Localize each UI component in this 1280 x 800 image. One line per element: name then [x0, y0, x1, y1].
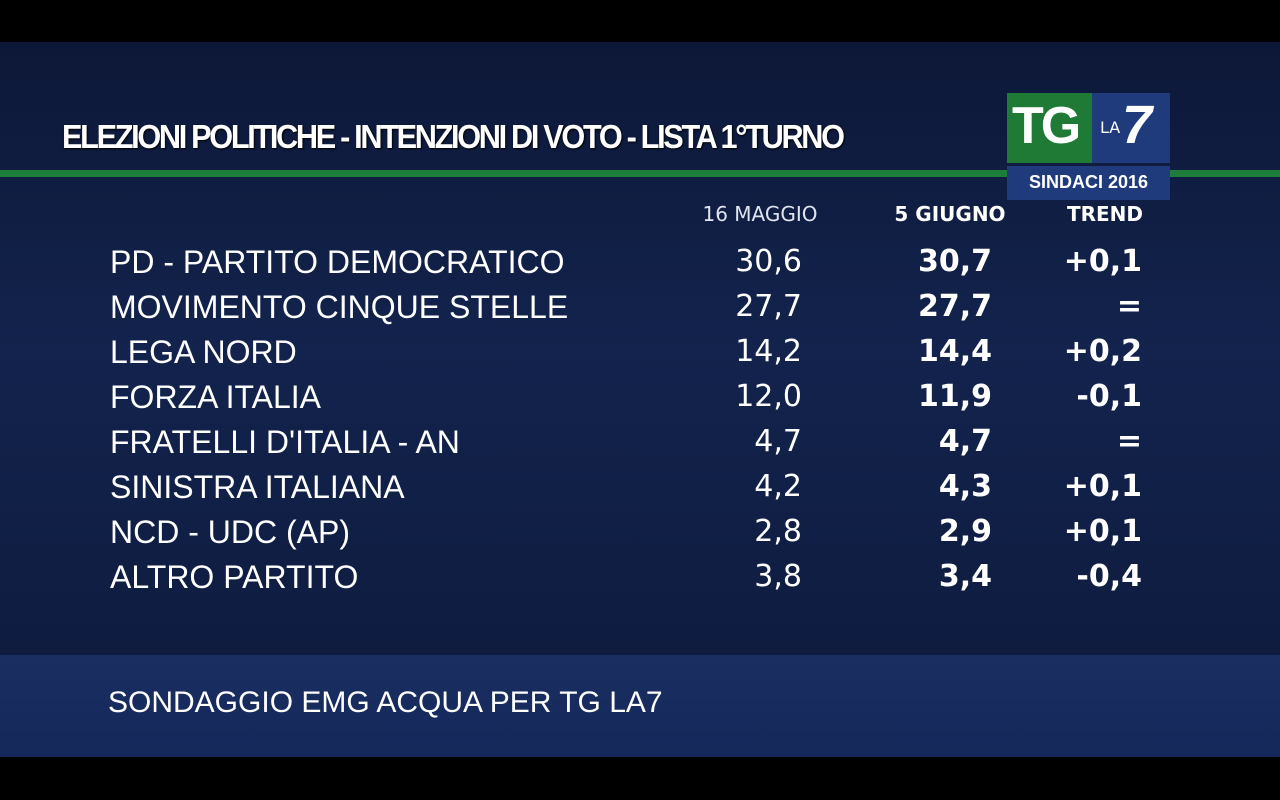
party-name: FRATELLI D'ITALIA - AN	[110, 424, 460, 460]
value-may: 4,2	[754, 469, 802, 504]
value-may: 3,8	[754, 559, 802, 594]
value-may: 2,8	[754, 514, 802, 549]
logo-green	[1007, 93, 1092, 163]
party-name: LEGA NORD	[110, 334, 297, 370]
value-may: 30,6	[735, 244, 802, 279]
party-name: MOVIMENTO CINQUE STELLE	[110, 289, 569, 325]
logo-seven: 7	[1122, 95, 1153, 155]
logo-tag: SINDACI 2016	[1028, 172, 1149, 192]
value-june: 30,7	[917, 244, 992, 279]
value-may: 27,7	[735, 289, 802, 324]
trend: =	[1116, 424, 1142, 459]
logo-tag-box	[1007, 166, 1170, 200]
party-name: FORZA ITALIA	[110, 379, 321, 415]
green-rule	[0, 170, 1280, 177]
title: ELEZIONI POLITICHE - INTENZIONI DI VOTO …	[62, 118, 845, 155]
party-name: SINISTRA ITALIANA	[110, 469, 405, 505]
value-june: 14,4	[917, 334, 992, 369]
footer-band	[0, 655, 1280, 757]
party-name: NCD - UDC (AP)	[110, 514, 350, 550]
trend: -0,4	[1076, 559, 1142, 594]
trend: +0,1	[1063, 469, 1142, 504]
trend: +0,1	[1063, 514, 1142, 549]
footer-source: SONDAGGIO EMG ACQUA PER TG LA7	[108, 686, 663, 719]
value-june: 3,4	[938, 559, 992, 594]
trend: =	[1116, 289, 1142, 324]
trend: +0,2	[1063, 334, 1142, 369]
trend: -0,1	[1076, 379, 1142, 414]
value-may: 12,0	[735, 379, 802, 414]
logo-tg: TG	[1012, 97, 1081, 155]
logo-blue	[1092, 93, 1170, 163]
value-june: 4,7	[938, 424, 992, 459]
value-june: 11,9	[917, 379, 992, 414]
logo-la: LA	[1100, 118, 1121, 137]
value-may: 14,2	[735, 334, 802, 369]
column-header: 5 GIUGNO	[894, 202, 1006, 226]
column-header: 16 MAGGIO	[702, 202, 818, 226]
party-name: ALTRO PARTITO	[110, 559, 359, 595]
value-june: 27,7	[917, 289, 992, 324]
column-header: TREND	[1066, 202, 1144, 226]
value-june: 2,9	[938, 514, 992, 549]
trend: +0,1	[1063, 244, 1142, 279]
value-june: 4,3	[938, 469, 992, 504]
value-may: 4,7	[754, 424, 802, 459]
party-name: PD - PARTITO DEMOCRATICO	[110, 244, 565, 280]
